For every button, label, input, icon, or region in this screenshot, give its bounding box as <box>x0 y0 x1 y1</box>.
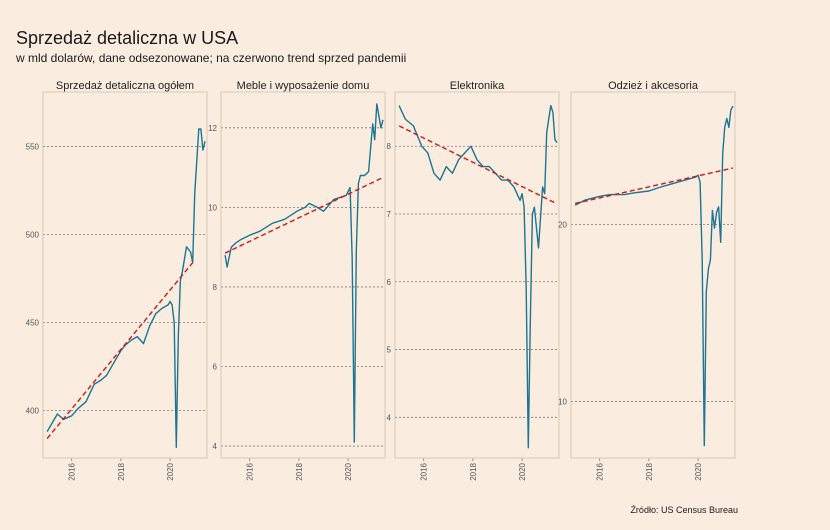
y-tick-label: 450 <box>26 319 40 328</box>
x-tick-label: 2020 <box>694 462 703 480</box>
panel-3: Elektronika 4 5 6 7 8 2016 2018 2020 <box>387 80 560 481</box>
x-tick-label: 2016 <box>420 462 429 480</box>
source-note: Źródło: US Census Bureau <box>630 505 738 515</box>
chart-subtitle: w mld dolarów, dane odsezonowane; na cze… <box>16 51 407 65</box>
panel-4: Odzież i akcesoria 10 20 2016 2018 2020 <box>558 80 736 481</box>
y-tick-label: 500 <box>26 231 40 240</box>
series-line <box>398 104 558 449</box>
panel-title: Odzież i akcesoria <box>608 80 699 92</box>
y-tick-label: 550 <box>26 143 40 152</box>
series-line <box>574 105 734 447</box>
x-tick-label: 2018 <box>469 462 478 480</box>
panel-title: Meble i wyposażenie domu <box>237 80 370 92</box>
x-tick-label: 2018 <box>117 462 126 480</box>
panel-frame <box>570 91 736 459</box>
x-tick-label: 2018 <box>645 462 654 480</box>
panel-frame <box>42 91 208 459</box>
x-tick-label: 2020 <box>166 462 175 480</box>
panel-2: Meble i wyposażenie domu 4 6 8 10 12 2016 2018 2… <box>208 80 386 481</box>
x-tick-label: 2020 <box>518 462 527 480</box>
trend-line <box>224 176 384 254</box>
y-tick-label: 5 <box>387 346 392 355</box>
trend-line <box>398 125 558 205</box>
y-tick-label: 7 <box>387 210 392 219</box>
y-tick-label: 6 <box>213 363 218 372</box>
trend-line <box>46 262 194 440</box>
panel-title: Elektronika <box>450 80 505 92</box>
y-tick-label: 6 <box>387 278 392 287</box>
x-tick-label: 2016 <box>246 462 255 480</box>
x-tick-label: 2020 <box>344 462 353 480</box>
y-tick-label: 4 <box>213 442 218 451</box>
y-tick-label: 400 <box>26 406 40 415</box>
panel-frame <box>394 91 560 459</box>
y-tick-label: 8 <box>387 142 392 151</box>
panel-1: Sprzedaż detaliczna ogółem 400 450 500 550 20… <box>26 80 208 481</box>
y-tick-label: 10 <box>558 397 567 406</box>
x-tick-label: 2016 <box>596 462 605 480</box>
series-line <box>46 128 206 449</box>
panel-frame <box>220 91 386 459</box>
chart-title: Sprzedaż detaliczna w USA <box>16 28 239 48</box>
y-tick-label: 4 <box>387 413 392 422</box>
y-tick-label: 20 <box>558 221 567 230</box>
panel-title: Sprzedaż detaliczna ogółem <box>56 80 194 92</box>
y-tick-label: 8 <box>213 283 218 292</box>
x-tick-label: 2016 <box>68 462 77 480</box>
y-tick-label: 10 <box>208 203 217 212</box>
y-tick-label: 12 <box>208 124 217 133</box>
trend-line <box>574 167 734 205</box>
series-line <box>224 103 384 443</box>
x-tick-label: 2018 <box>295 462 304 480</box>
